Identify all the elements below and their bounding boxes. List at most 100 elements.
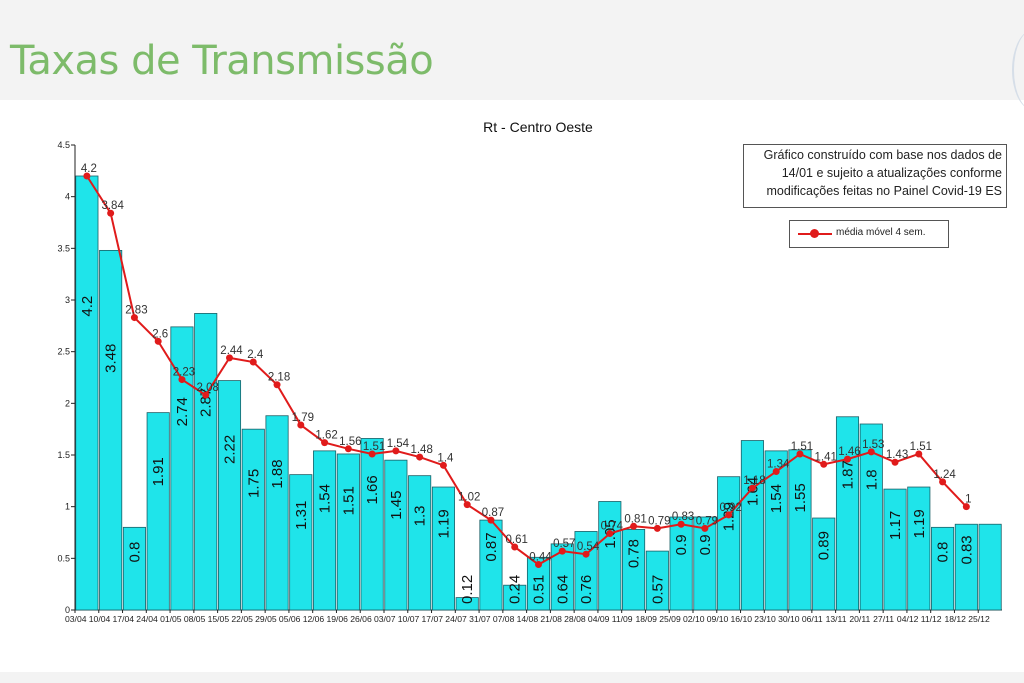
moving-average-point [582, 550, 590, 558]
x-tick-label: 04/12 [897, 614, 919, 624]
y-tick-label: 3.5 [57, 243, 70, 253]
bar-value-label: 3.48 [103, 344, 120, 373]
bar [265, 415, 289, 611]
bar-value-label: 0.51 [531, 575, 548, 604]
bar [170, 326, 194, 611]
moving-average-label: 2.23 [173, 367, 195, 379]
bar-value-label: 0.89 [816, 531, 833, 560]
moving-average-label: 1.53 [862, 439, 884, 451]
moving-average-label: 2.4 [247, 349, 264, 361]
moving-average-label: 0.74 [601, 521, 624, 533]
x-tick-label: 18/12 [944, 614, 966, 624]
moving-average-label: 1.02 [458, 492, 480, 504]
moving-average-point [344, 445, 352, 453]
bar-value-label: 2.22 [222, 435, 239, 464]
bar-value-label: 0.87 [483, 532, 500, 561]
moving-average-point [701, 524, 709, 532]
bar-value-label: 1.31 [293, 501, 310, 530]
moving-average-label: 1.51 [910, 441, 932, 453]
chart-legend: média móvel 4 sem. [789, 220, 949, 248]
bar-value-label: 1.3 [412, 506, 429, 527]
moving-average-point [463, 501, 471, 509]
x-tick-label: 01/05 [160, 614, 182, 624]
moving-average-label: 1.51 [791, 441, 813, 453]
bar-value-label: 0.9 [697, 534, 714, 555]
y-tick-label: 2 [65, 398, 70, 408]
bar [954, 523, 978, 611]
bar-value-label: 0.8 [126, 542, 143, 563]
moving-average-point [606, 530, 614, 538]
moving-average-label: 0.61 [506, 534, 528, 546]
bar [431, 486, 455, 611]
moving-average-label: 0.87 [482, 507, 504, 519]
bar-value-label: 0.9 [673, 534, 690, 555]
x-tick-label: 03/07 [374, 614, 396, 624]
bar [693, 516, 717, 611]
bar [931, 526, 955, 611]
moving-average-label: 2.83 [125, 305, 147, 317]
bar-value-label: 1.45 [388, 491, 405, 520]
x-tick-label: 05/06 [279, 614, 301, 624]
bar-value-label: 1.54 [317, 484, 334, 513]
bar-value-label: 2.74 [174, 397, 191, 426]
moving-average-point [130, 314, 138, 322]
moving-average-label: 0.79 [696, 515, 718, 527]
x-tick-label: 13/11 [826, 614, 847, 624]
moving-average-label: 1.41 [815, 451, 837, 463]
moving-average-label: 1.4 [437, 452, 454, 464]
moving-average-point [535, 561, 542, 569]
moving-average-label: 1.79 [292, 412, 314, 424]
bar [835, 416, 860, 611]
bar-value-label: 1.75 [245, 469, 262, 498]
x-tick-label: 22/05 [231, 614, 253, 624]
moving-average-point [939, 478, 947, 486]
moving-average-point [178, 376, 186, 384]
x-tick-label: 17/04 [113, 614, 135, 624]
moving-average-point [202, 391, 210, 399]
moving-average-point [630, 522, 638, 530]
decorative-curve [1012, 30, 1024, 110]
rt-chart: Rt - Centro Oeste00.511.522.533.544.54.2… [57, 119, 1002, 624]
moving-average-point [154, 337, 162, 345]
x-tick-label: 11/12 [921, 614, 942, 624]
x-tick-label: 24/07 [445, 614, 467, 624]
bar [455, 597, 479, 611]
bar-value-label: 0.64 [554, 575, 571, 604]
chart-note: Gráfico construído com base nos dados de… [743, 144, 1007, 208]
x-tick-label: 25/12 [968, 614, 990, 624]
moving-average-label: 0.83 [672, 511, 694, 523]
moving-average-label: 1.51 [363, 441, 385, 453]
moving-average-point [844, 455, 851, 463]
bar-value-label: 0.76 [578, 575, 595, 604]
moving-average-point [677, 520, 685, 528]
x-tick-label: 14/08 [517, 614, 539, 624]
moving-average-label: 1.48 [410, 444, 432, 456]
bar [598, 501, 622, 611]
bar-value-label: 0.24 [507, 575, 524, 604]
x-tick-label: 29/05 [255, 614, 277, 624]
moving-average-label: 0.44 [529, 552, 552, 564]
moving-average-point [368, 450, 376, 458]
moving-average-label: 1.24 [933, 469, 956, 481]
x-tick-label: 11/09 [612, 614, 633, 624]
y-tick-label: 3 [65, 295, 70, 305]
bar [75, 175, 99, 611]
x-tick-label: 09/10 [707, 614, 729, 624]
bar [241, 428, 265, 611]
moving-average-label: 1.43 [886, 449, 908, 461]
moving-average-point [297, 421, 305, 429]
bar [146, 412, 170, 611]
moving-average-point [83, 172, 91, 180]
moving-average-label: 0.79 [648, 515, 670, 527]
moving-average-point [867, 448, 875, 456]
bar [550, 543, 574, 611]
moving-average-point [511, 543, 519, 551]
x-tick-label: 28/08 [564, 614, 586, 624]
bar-value-label: 2.87 [198, 388, 215, 417]
moving-average-label: 0.54 [577, 541, 600, 553]
x-tick-label: 03/04 [65, 614, 87, 624]
y-tick-label: 1.5 [57, 450, 70, 460]
bar-value-label: 1.87 [840, 460, 857, 489]
slide-title: Taxas de Transmissão [10, 38, 434, 84]
moving-average-point [487, 516, 495, 524]
